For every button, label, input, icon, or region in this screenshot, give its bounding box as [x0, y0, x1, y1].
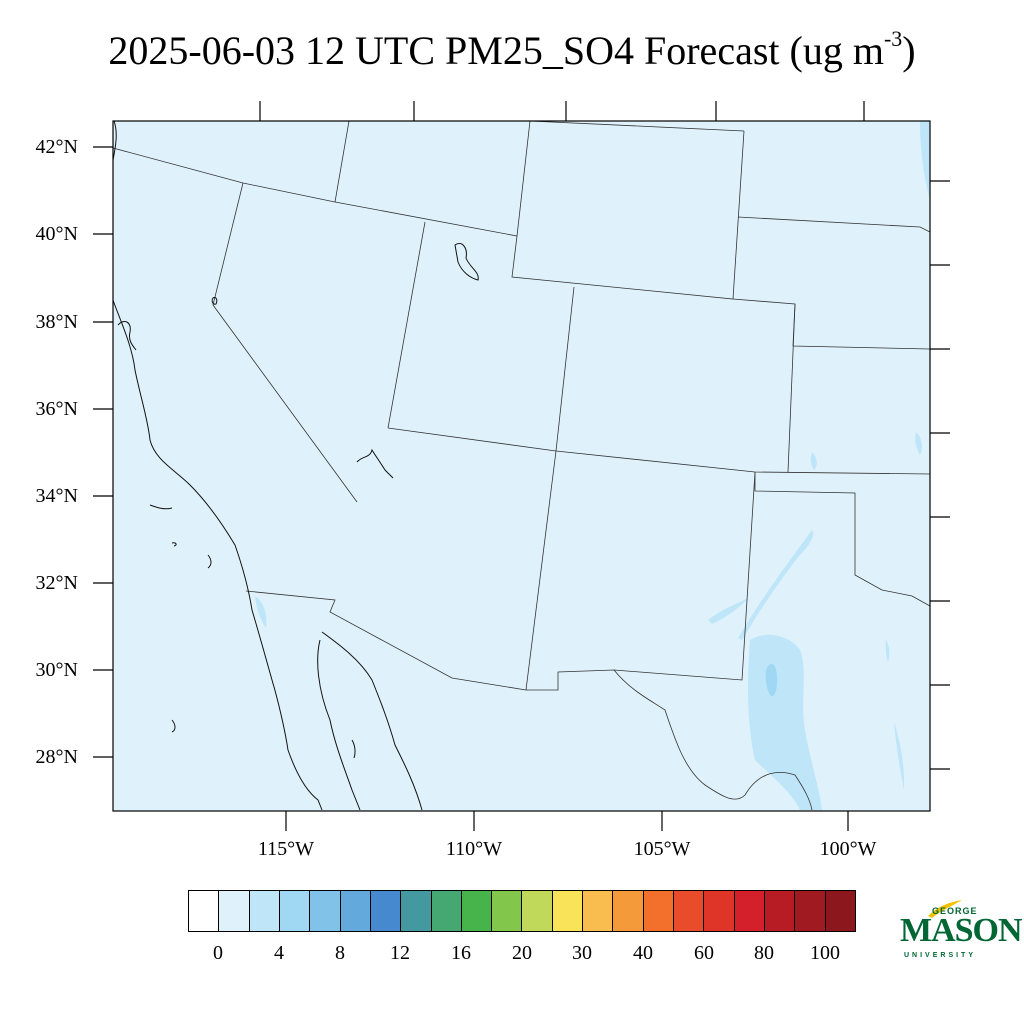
colorbar-swatch — [583, 891, 614, 931]
colorbar-swatch — [825, 891, 855, 931]
colorbar-swatch — [189, 891, 220, 931]
lat-label-32: 32°N — [35, 572, 78, 594]
colorbar-label: 30 — [572, 942, 592, 964]
colorbar-label: 16 — [451, 942, 471, 964]
lat-label-30: 30°N — [35, 659, 78, 681]
lat-label-28: 28°N — [35, 746, 78, 768]
logo-university: UNIVERSITY — [904, 952, 977, 959]
concentration-core — [765, 663, 778, 697]
title-main: 2025-06-03 12 UTC PM25_SO4 Forecast (ug … — [108, 28, 884, 73]
colorbar-swatch — [279, 891, 311, 931]
colorbar-label: 60 — [694, 942, 714, 964]
colorbar-swatch — [795, 891, 826, 931]
colorbar-swatch — [764, 891, 796, 931]
lat-label-36: 36°N — [35, 398, 78, 420]
colorbar-label: 12 — [390, 942, 410, 964]
colorbar-label: 80 — [754, 942, 774, 964]
lon-label-110w: 110°W — [445, 838, 503, 860]
colorbar-swatch — [643, 891, 674, 931]
map-ticks — [93, 101, 950, 831]
colorbar-label: 40 — [633, 942, 653, 964]
colorbar-swatch — [249, 891, 280, 931]
colorbar-label: 8 — [335, 942, 345, 964]
george-mason-logo: GEORGE MASON UNIVERSITY — [898, 898, 1023, 968]
colorbar-label: 4 — [274, 942, 284, 964]
colorbar-swatch — [674, 891, 705, 931]
colorbar-swatch — [401, 891, 432, 931]
lon-label-105w: 105°W — [633, 838, 691, 860]
lon-label-115w: 115°W — [257, 838, 315, 860]
colorbar-swatch — [613, 891, 644, 931]
lat-label-42: 42°N — [35, 136, 78, 158]
colorbar-swatch — [340, 891, 371, 931]
lat-label-40: 40°N — [35, 223, 78, 245]
colorbar-swatch — [734, 891, 765, 931]
colorbar-swatch — [704, 891, 735, 931]
colorbar-swatch — [431, 891, 462, 931]
logo-mason: MASON — [900, 912, 1023, 949]
coastlines — [112, 120, 479, 811]
state-boundaries — [112, 120, 931, 811]
colorbar-swatch — [310, 891, 341, 931]
map-title: 2025-06-03 12 UTC PM25_SO4 Forecast (ug … — [0, 28, 1024, 71]
lon-label-100w: 100°W — [819, 838, 877, 860]
colorbar-swatch — [461, 891, 493, 931]
lat-label-38: 38°N — [35, 311, 78, 333]
logo-swoosh-icon — [928, 900, 962, 918]
colorbar-swatch — [370, 891, 402, 931]
colorbar-label: 100 — [810, 942, 840, 964]
colorbar-swatch — [492, 891, 523, 931]
map-background — [113, 121, 930, 811]
colorbar-swatch — [522, 891, 553, 931]
title-close: ) — [902, 28, 916, 73]
colorbar-label: 0 — [213, 942, 223, 964]
colorbar-swatch — [219, 891, 250, 931]
map-frame — [112, 120, 931, 812]
lat-label-34: 34°N — [35, 485, 78, 507]
logo-george: GEORGE — [932, 906, 978, 916]
colorbar — [188, 890, 856, 932]
colorbar-swatch — [552, 891, 584, 931]
colorbar-label: 20 — [512, 942, 532, 964]
title-exponent: -3 — [883, 26, 903, 51]
